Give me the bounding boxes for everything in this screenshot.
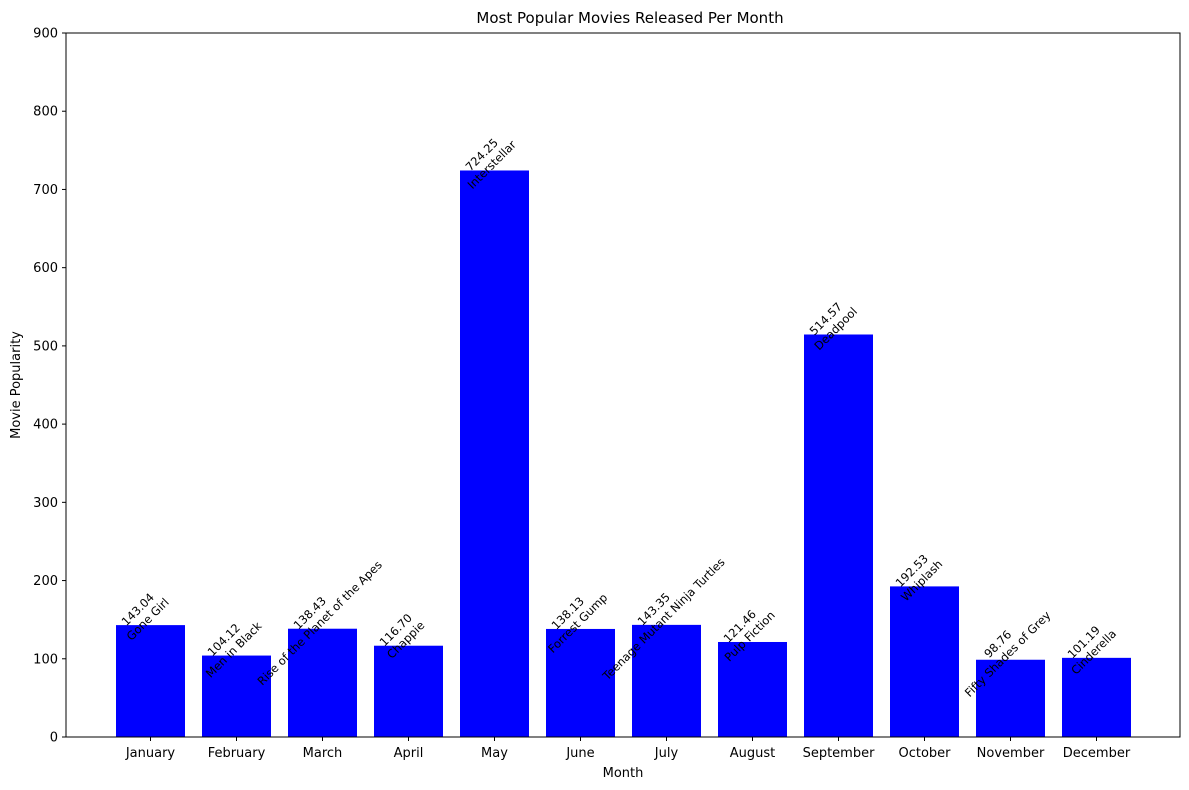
- y-tick-label: 100: [33, 652, 58, 667]
- plot-frame: [65, 32, 1181, 738]
- bar-august: [718, 641, 787, 737]
- bar-april: [374, 645, 443, 737]
- y-tick-label: 200: [33, 574, 58, 589]
- bar-july: [632, 624, 701, 737]
- y-tick-label: 800: [33, 105, 58, 120]
- bar-january: [116, 625, 185, 737]
- x-tick-label: July: [654, 746, 679, 761]
- y-tick-label: 500: [33, 339, 58, 354]
- y-tick-label: 900: [33, 27, 58, 42]
- bars-group: [116, 170, 1131, 737]
- x-tick-label: May: [481, 746, 508, 761]
- chart-title: Most Popular Movies Released Per Month: [476, 9, 783, 27]
- x-tick-label: February: [208, 746, 266, 761]
- bar-october: [890, 586, 959, 737]
- y-tick-label: 300: [33, 496, 58, 511]
- bar-february: [202, 655, 271, 737]
- bar-may: [460, 170, 529, 737]
- bar-march: [288, 628, 357, 737]
- y-axis-title: Movie Popularity: [9, 331, 24, 439]
- y-axis: 0 100 200 300 400 500 600 700 800 900: [33, 27, 66, 746]
- y-tick-label: 600: [33, 261, 58, 276]
- y-tick-label: 700: [33, 183, 58, 198]
- x-tick-label: January: [125, 746, 176, 761]
- x-tick-label: August: [730, 746, 776, 761]
- x-tick-label: November: [977, 746, 1045, 761]
- y-tick-label: 0: [50, 731, 58, 746]
- y-tick-label: 400: [33, 418, 58, 433]
- bar-december: [1062, 657, 1131, 737]
- x-axis-title: Month: [603, 766, 644, 781]
- bar-september: [804, 334, 873, 737]
- x-tick-label: April: [394, 746, 424, 761]
- bar-june: [546, 628, 615, 737]
- x-tick-label: September: [803, 746, 876, 761]
- bar-november: [976, 659, 1045, 737]
- x-tick-label: October: [898, 746, 951, 761]
- x-tick-label: June: [565, 746, 594, 761]
- x-axis: January February March April May June July Augu…: [125, 737, 1131, 761]
- x-tick-label: March: [303, 746, 343, 761]
- x-tick-label: December: [1063, 746, 1131, 761]
